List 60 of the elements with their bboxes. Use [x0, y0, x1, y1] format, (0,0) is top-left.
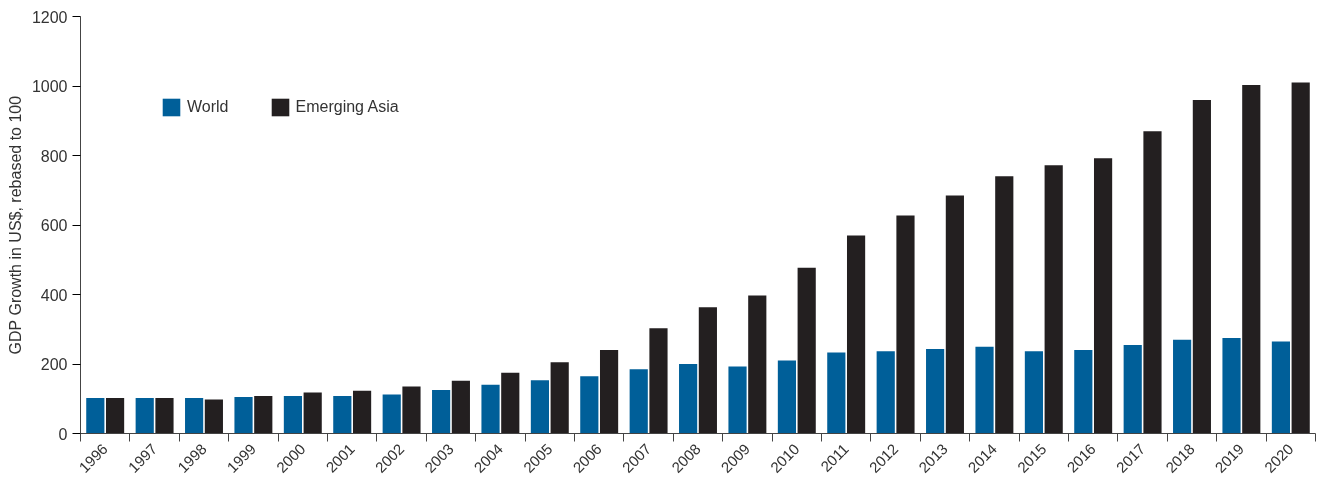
bar — [283, 395, 303, 434]
bar — [698, 307, 717, 434]
bar — [382, 394, 401, 434]
bar — [501, 372, 520, 434]
bar — [599, 350, 619, 434]
bar — [204, 399, 223, 434]
y-axis-title: GDP Growth in US$, rebased to 100 — [6, 95, 24, 355]
bar — [1192, 99, 1211, 434]
bar — [777, 360, 797, 434]
bar — [896, 215, 915, 434]
legend-label: World — [187, 98, 229, 116]
bar — [945, 195, 964, 434]
bar — [451, 380, 470, 434]
bar — [333, 395, 352, 434]
bar — [748, 295, 767, 434]
bar — [797, 267, 816, 434]
bar — [155, 398, 174, 434]
bar — [105, 398, 125, 434]
bar — [432, 390, 451, 434]
bar — [1222, 337, 1241, 434]
y-tick-label: 0 — [58, 425, 68, 443]
bar — [629, 369, 648, 434]
bar — [1024, 351, 1044, 434]
bar — [1123, 344, 1142, 434]
bar — [995, 176, 1014, 434]
y-tick-label: 1000 — [31, 78, 68, 95]
bar — [1242, 84, 1261, 434]
bar — [827, 352, 846, 434]
bar — [846, 235, 866, 434]
bar — [1143, 131, 1162, 434]
bar — [1271, 341, 1291, 434]
bar — [481, 384, 500, 434]
bar — [530, 380, 550, 434]
bar — [679, 364, 698, 434]
bar — [402, 386, 421, 434]
bar — [86, 398, 105, 434]
bar — [352, 390, 372, 434]
bar — [234, 397, 253, 434]
bar — [926, 349, 945, 434]
bar — [254, 395, 273, 434]
bar — [1173, 339, 1192, 434]
bar — [975, 346, 994, 434]
bar — [1044, 165, 1063, 434]
y-tick-label: 200 — [40, 356, 68, 373]
y-tick-label: 600 — [40, 217, 68, 234]
bar — [1291, 82, 1310, 434]
y-tick-label: 800 — [40, 147, 68, 165]
legend-label: Emerging Asia — [295, 98, 399, 116]
bar — [876, 351, 895, 434]
bar — [1093, 158, 1113, 434]
bar — [185, 398, 204, 434]
bar — [1074, 350, 1093, 434]
bar — [135, 398, 154, 434]
bar — [550, 362, 569, 434]
bar — [649, 328, 668, 434]
bar — [303, 392, 322, 434]
bar — [728, 366, 747, 434]
y-tick-label: 400 — [40, 286, 68, 304]
bar — [580, 376, 599, 434]
y-tick-label: 1200 — [31, 8, 68, 26]
